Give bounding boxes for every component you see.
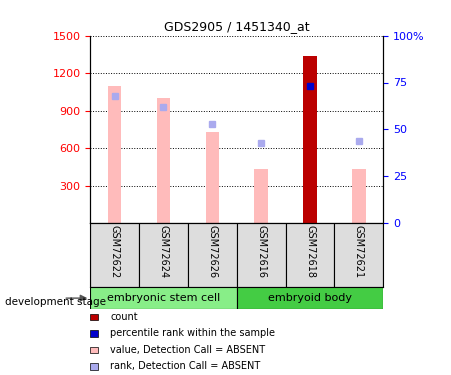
Bar xyxy=(237,287,383,309)
Bar xyxy=(285,223,335,287)
Text: GSM72621: GSM72621 xyxy=(354,225,364,278)
Bar xyxy=(303,56,317,223)
Bar xyxy=(90,287,237,309)
Bar xyxy=(254,170,268,223)
Text: GSM72624: GSM72624 xyxy=(158,225,169,278)
Bar xyxy=(237,223,285,287)
Text: rank, Detection Call = ABSENT: rank, Detection Call = ABSENT xyxy=(110,362,261,371)
Bar xyxy=(139,223,188,287)
Text: embryoid body: embryoid body xyxy=(268,293,352,303)
Text: count: count xyxy=(110,312,138,322)
Text: GSM72616: GSM72616 xyxy=(256,225,266,278)
Text: value, Detection Call = ABSENT: value, Detection Call = ABSENT xyxy=(110,345,266,355)
Bar xyxy=(188,223,237,287)
Title: GDS2905 / 1451340_at: GDS2905 / 1451340_at xyxy=(164,20,309,33)
Text: GSM72626: GSM72626 xyxy=(207,225,217,278)
Bar xyxy=(90,223,139,287)
Text: GSM72622: GSM72622 xyxy=(110,225,120,278)
Bar xyxy=(156,98,170,223)
Bar xyxy=(335,223,383,287)
Bar xyxy=(108,86,121,223)
Bar xyxy=(206,132,219,223)
Text: embryonic stem cell: embryonic stem cell xyxy=(107,293,220,303)
Bar xyxy=(352,170,366,223)
Text: development stage: development stage xyxy=(5,297,106,307)
Text: percentile rank within the sample: percentile rank within the sample xyxy=(110,328,276,338)
Text: GSM72618: GSM72618 xyxy=(305,225,315,278)
